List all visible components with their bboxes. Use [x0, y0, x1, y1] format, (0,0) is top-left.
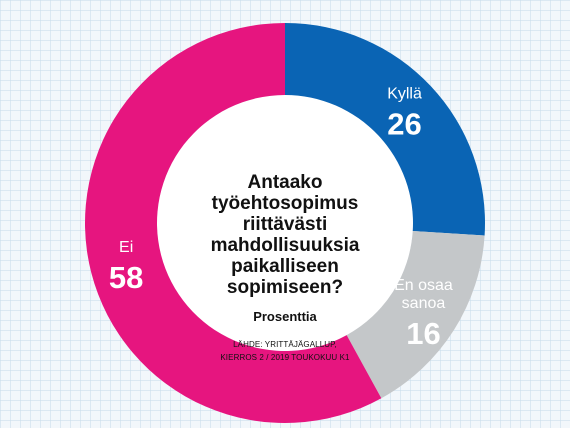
slice-category-kylla-0: Kyllä — [387, 86, 422, 103]
title-line-1: Antaako työehtosopimus — [211, 172, 359, 214]
slice-ei — [84, 23, 382, 423]
title-line-3: paikalliseen sopimiseen? — [226, 256, 344, 298]
slice-value-kylla: 26 — [387, 107, 421, 142]
slice-label-kylla: Kyllä 26 — [387, 86, 422, 142]
chart-center: Antaako työehtosopimus riittävästi mahdo… — [180, 172, 390, 364]
source-line-2: KIERROS 2 / 2019 TOUKOKUU K1 — [220, 353, 350, 362]
source-note: LÄHDE: YRITTÄJÄGALLUP, KIERROS 2 / 2019 … — [180, 338, 390, 364]
slice-en-osaa-sanoa — [346, 231, 485, 399]
source-line-1: LÄHDE: YRITTÄJÄGALLUP, — [233, 340, 337, 349]
slice-label-ei: Ei 58 — [109, 239, 143, 295]
slice-category-en-osaa-sanoa-0: En osaa — [394, 277, 453, 294]
slice-kylla — [285, 23, 485, 236]
slice-value-ei: 58 — [109, 260, 143, 295]
title-line-2: riittävästi mahdollisuuksia — [210, 214, 360, 256]
slice-value-en-osaa-sanoa: 16 — [406, 316, 440, 351]
unit-label: Prosenttia — [253, 309, 317, 324]
chart-title: Antaako työehtosopimus riittävästi mahdo… — [180, 172, 390, 298]
slice-category-ei-0: Ei — [119, 239, 133, 256]
slice-category-en-osaa-sanoa-1: sanoa — [402, 295, 446, 312]
donut-center-disc — [157, 95, 413, 351]
